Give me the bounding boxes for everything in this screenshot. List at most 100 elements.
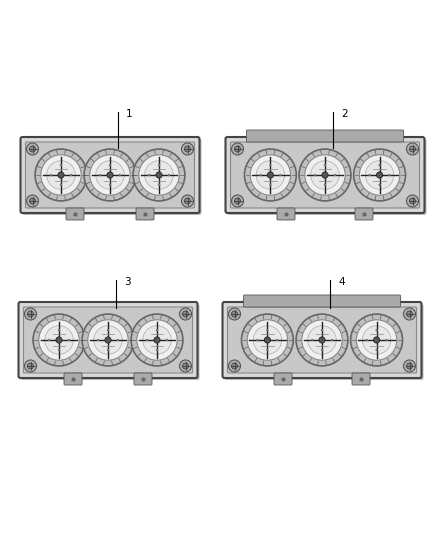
Circle shape xyxy=(156,172,162,178)
Circle shape xyxy=(276,339,279,341)
Circle shape xyxy=(48,339,50,341)
FancyBboxPatch shape xyxy=(355,208,373,220)
Circle shape xyxy=(181,143,194,155)
Circle shape xyxy=(181,195,194,207)
Circle shape xyxy=(154,337,160,343)
Circle shape xyxy=(97,339,99,341)
Circle shape xyxy=(269,184,272,186)
Circle shape xyxy=(311,339,313,341)
FancyBboxPatch shape xyxy=(64,373,82,385)
Circle shape xyxy=(324,164,326,166)
Circle shape xyxy=(244,149,297,201)
Circle shape xyxy=(184,146,191,152)
Circle shape xyxy=(137,320,177,360)
Circle shape xyxy=(406,195,418,207)
Circle shape xyxy=(378,184,381,186)
Circle shape xyxy=(234,198,240,204)
Circle shape xyxy=(375,349,378,351)
Circle shape xyxy=(67,339,70,341)
Circle shape xyxy=(406,363,413,369)
Circle shape xyxy=(385,339,388,341)
Circle shape xyxy=(410,198,416,204)
FancyBboxPatch shape xyxy=(230,142,420,208)
Circle shape xyxy=(302,320,342,360)
Circle shape xyxy=(299,149,351,201)
FancyBboxPatch shape xyxy=(277,208,295,220)
Circle shape xyxy=(241,314,293,366)
Circle shape xyxy=(321,349,323,351)
Text: 3: 3 xyxy=(124,277,131,287)
Circle shape xyxy=(357,320,397,360)
Circle shape xyxy=(353,149,406,201)
FancyBboxPatch shape xyxy=(226,137,424,213)
Circle shape xyxy=(406,311,413,317)
FancyBboxPatch shape xyxy=(18,302,198,378)
Circle shape xyxy=(107,349,109,351)
Circle shape xyxy=(60,164,62,166)
Text: 4: 4 xyxy=(338,277,345,287)
FancyBboxPatch shape xyxy=(21,304,199,380)
FancyBboxPatch shape xyxy=(25,142,194,208)
Circle shape xyxy=(259,174,262,176)
Circle shape xyxy=(27,195,39,207)
Circle shape xyxy=(184,198,191,204)
Circle shape xyxy=(96,161,124,189)
Circle shape xyxy=(139,155,179,195)
FancyBboxPatch shape xyxy=(22,139,201,215)
Circle shape xyxy=(314,174,316,176)
Circle shape xyxy=(351,314,403,366)
Circle shape xyxy=(266,349,268,351)
FancyBboxPatch shape xyxy=(352,373,370,385)
Circle shape xyxy=(234,146,240,152)
Circle shape xyxy=(156,349,158,351)
FancyBboxPatch shape xyxy=(227,307,417,373)
FancyBboxPatch shape xyxy=(227,139,427,215)
Circle shape xyxy=(58,329,60,332)
Circle shape xyxy=(247,320,288,360)
Circle shape xyxy=(250,155,291,195)
Circle shape xyxy=(33,314,85,366)
Circle shape xyxy=(377,172,383,178)
Circle shape xyxy=(119,174,121,176)
FancyBboxPatch shape xyxy=(274,373,292,385)
Circle shape xyxy=(279,174,282,176)
Circle shape xyxy=(403,360,416,372)
Circle shape xyxy=(105,337,111,343)
Circle shape xyxy=(311,161,339,189)
Circle shape xyxy=(25,308,36,320)
Circle shape xyxy=(109,164,111,166)
FancyBboxPatch shape xyxy=(136,208,154,220)
Circle shape xyxy=(321,329,323,332)
Circle shape xyxy=(322,172,328,178)
Circle shape xyxy=(360,155,400,195)
FancyBboxPatch shape xyxy=(66,208,84,220)
Circle shape xyxy=(180,360,191,372)
FancyBboxPatch shape xyxy=(24,307,192,373)
Circle shape xyxy=(388,174,391,176)
Circle shape xyxy=(229,308,240,320)
Circle shape xyxy=(266,329,268,332)
Circle shape xyxy=(378,164,381,166)
Circle shape xyxy=(158,164,160,166)
Circle shape xyxy=(99,174,101,176)
Circle shape xyxy=(156,329,158,332)
Circle shape xyxy=(28,363,33,369)
Circle shape xyxy=(94,326,122,354)
Circle shape xyxy=(366,339,368,341)
Circle shape xyxy=(50,174,53,176)
Circle shape xyxy=(232,311,237,317)
Circle shape xyxy=(334,174,336,176)
Circle shape xyxy=(253,326,282,354)
Circle shape xyxy=(375,329,378,332)
Circle shape xyxy=(27,143,39,155)
Circle shape xyxy=(148,174,150,176)
Circle shape xyxy=(365,161,394,189)
Text: 2: 2 xyxy=(341,109,348,119)
Circle shape xyxy=(56,337,62,343)
Circle shape xyxy=(131,314,183,366)
Circle shape xyxy=(269,164,272,166)
Circle shape xyxy=(29,146,35,152)
Circle shape xyxy=(232,195,244,207)
FancyBboxPatch shape xyxy=(244,295,400,307)
Circle shape xyxy=(264,337,271,343)
